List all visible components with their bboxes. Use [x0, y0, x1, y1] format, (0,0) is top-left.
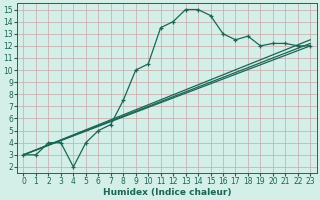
X-axis label: Humidex (Indice chaleur): Humidex (Indice chaleur): [103, 188, 231, 197]
